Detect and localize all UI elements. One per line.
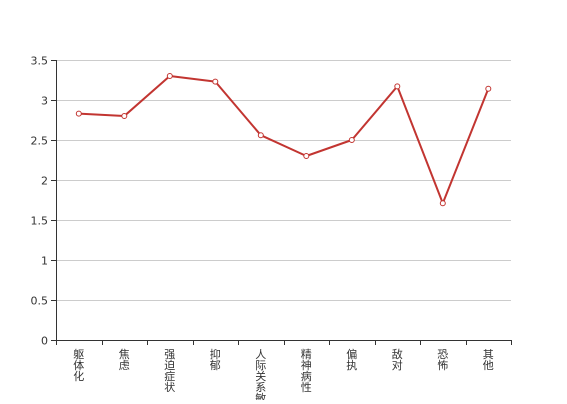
data-point[interactable] (257, 132, 264, 139)
x-tick-label: 敌对 (392, 347, 403, 372)
x-tick-labels: 躯体化 焦虑 强迫症状 抑郁 人际关系敏感 精神病性 偏执 敌对 恐怖 其他 (73, 347, 494, 404)
y-tick-label: 0.5 (31, 295, 49, 308)
x-tick-label: 焦虑 (119, 348, 130, 372)
x-tick-label: 强迫症状 (164, 348, 175, 394)
grid-lines (56, 60, 511, 301)
x-tick-label: 抑郁 (210, 347, 221, 372)
y-tick-label: 3.5 (31, 55, 49, 68)
x-tick-label: 躯体化 (73, 348, 84, 383)
y-tick-label: 2 (41, 175, 48, 188)
data-point[interactable] (394, 83, 401, 90)
y-tick-labels: 0 0.5 1 1.5 2 2.5 3 3.5 (31, 55, 49, 348)
data-point[interactable] (166, 73, 173, 79)
x-tick-label: 恐怖 (437, 348, 448, 372)
data-point[interactable] (485, 85, 492, 92)
x-tick-label: 人际关系敏感 (255, 348, 266, 400)
axes (51, 60, 512, 345)
data-point[interactable] (212, 78, 219, 85)
y-tick-label: 1.5 (31, 215, 49, 228)
data-point[interactable] (75, 110, 82, 117)
y-tick-label: 2.5 (31, 135, 49, 148)
data-point[interactable] (121, 113, 128, 119)
x-tick-label: 其他 (483, 348, 494, 372)
x-tick-label: 精神病性 (301, 348, 312, 394)
series-line (78, 75, 490, 205)
y-tick-label: 3 (41, 95, 48, 108)
data-point[interactable] (303, 153, 310, 159)
x-tick-label: 偏执 (346, 347, 357, 372)
y-tick-label: 0 (41, 335, 48, 348)
y-tick-label: 1 (41, 255, 48, 268)
data-point[interactable] (439, 200, 446, 207)
series (75, 73, 492, 207)
data-point[interactable] (348, 137, 355, 143)
